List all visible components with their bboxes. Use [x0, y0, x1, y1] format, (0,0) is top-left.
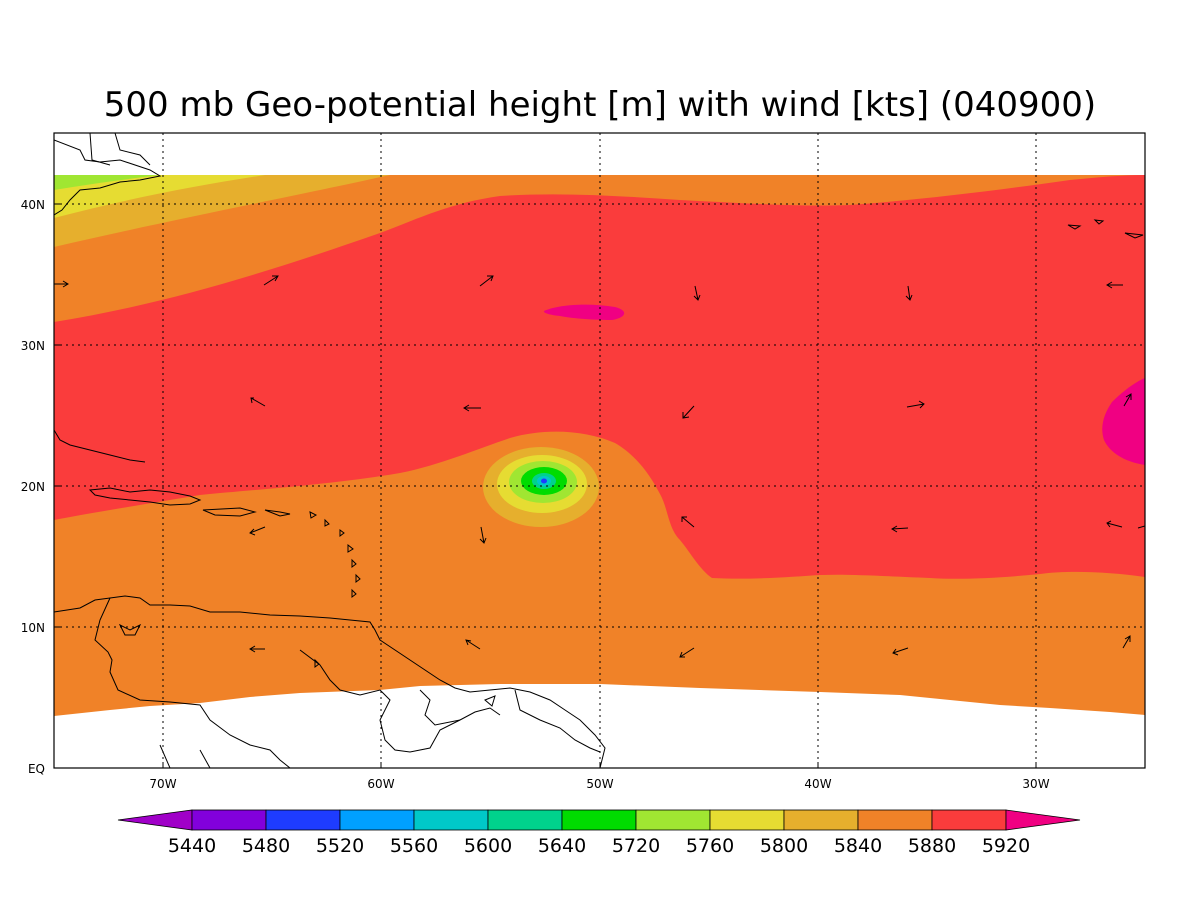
wind-vector — [463, 404, 481, 412]
colorbar-label: 5480 — [242, 835, 290, 857]
lon-tick-label: 70W — [149, 777, 176, 791]
wind-vector — [1123, 393, 1132, 407]
wind-vector — [892, 647, 909, 656]
colorbar-swatch — [931, 809, 1007, 831]
colorbar-label: 5760 — [686, 835, 734, 857]
contour-band-5920-high-north — [543, 304, 625, 320]
colorbar-label: 5840 — [834, 835, 882, 857]
wind-vector — [249, 645, 265, 653]
colorbar-swatch — [339, 809, 415, 831]
colorbar-label: 5720 — [612, 835, 660, 857]
colorbar — [117, 809, 1081, 831]
island-chain — [309, 219, 1144, 668]
contour-band-5920-high-east — [1102, 378, 1145, 465]
map-title: 500 mb Geo-potential height [m] with win… — [104, 85, 1096, 125]
colorbar-swatch — [487, 809, 563, 831]
colorbar-labels: 5440 5480 5520 5560 5600 5640 5720 5760 … — [168, 835, 1030, 857]
lon-tick-label: 30W — [1022, 777, 1049, 791]
lon-tick-label: 40W — [804, 777, 831, 791]
wind-vector — [465, 639, 481, 650]
colorbar-swatch — [783, 809, 859, 831]
wind-vector — [250, 397, 266, 407]
wind-vectors — [54, 275, 1145, 658]
lat-tick-label: 10N — [21, 621, 45, 635]
lat-tick-label: 40N — [21, 198, 45, 212]
wind-vector — [891, 525, 909, 533]
colorbar-swatch — [413, 809, 489, 831]
colorbar-swatch — [265, 809, 341, 831]
wind-vector — [1106, 281, 1123, 289]
wind-vector — [54, 280, 69, 288]
lat-tick-label: EQ — [28, 762, 45, 776]
wind-vector — [679, 647, 695, 658]
longitude-axis: 70W 60W 50W 40W 30W — [149, 762, 1050, 791]
colorbar-arrow-low — [117, 809, 193, 831]
wind-vector — [693, 285, 701, 301]
gridlines — [54, 133, 1145, 768]
coastlines — [54, 133, 606, 768]
wind-vector — [682, 405, 695, 419]
wind-vector — [249, 526, 266, 536]
colorbar-swatch — [635, 809, 711, 831]
colorbar-label: 5440 — [168, 835, 216, 857]
colorbar-swatch — [191, 809, 267, 831]
map-plot-area — [54, 133, 1145, 768]
contour-band-5760 — [54, 175, 160, 190]
latitude-axis: EQ 10N 20N 30N 40N — [21, 198, 60, 776]
colorbar-label: 5800 — [760, 835, 808, 857]
lon-tick-label: 60W — [367, 777, 394, 791]
contour-band-5920-main — [54, 175, 1145, 579]
colorbar-swatch — [561, 809, 637, 831]
colorbar-label: 5640 — [538, 835, 586, 857]
wind-vector — [1137, 525, 1145, 529]
wind-vector — [681, 516, 695, 528]
contour-low-5520 — [541, 478, 547, 484]
colorbar-arrow-high — [1005, 809, 1081, 831]
wind-vector — [1122, 635, 1131, 649]
wind-vector — [906, 400, 925, 409]
colorbar-label: 5920 — [982, 835, 1030, 857]
colorbar-label: 5560 — [390, 835, 438, 857]
lat-tick-label: 20N — [21, 480, 45, 494]
wind-vector — [263, 275, 279, 286]
colorbar-label: 5520 — [316, 835, 364, 857]
colorbar-label: 5880 — [908, 835, 956, 857]
colorbar-label: 5600 — [464, 835, 512, 857]
lat-tick-label: 30N — [21, 339, 45, 353]
wind-vector — [1106, 520, 1123, 528]
wind-vector — [479, 526, 487, 544]
colorbar-swatch — [709, 809, 785, 831]
wind-vector — [479, 275, 494, 287]
lon-tick-label: 50W — [586, 777, 613, 791]
wind-vector — [905, 285, 913, 301]
colorbar-swatch — [857, 809, 933, 831]
